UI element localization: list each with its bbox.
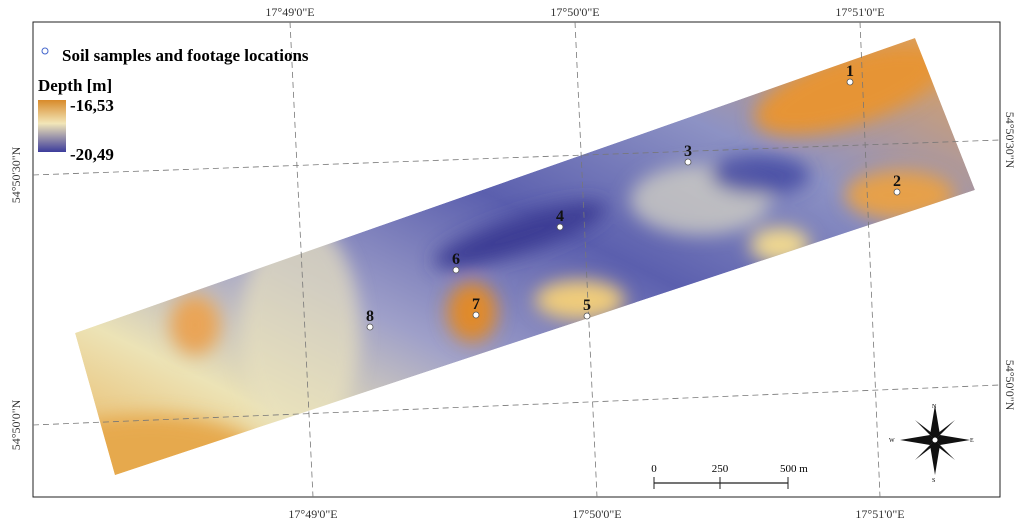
sample-label: 7	[472, 296, 480, 313]
compass-e: E	[970, 438, 974, 444]
coord-label-bottom: 17°51'0"E	[855, 507, 904, 521]
coord-label-top: 17°50'0"E	[550, 5, 599, 19]
coord-label-left: 54°50'0"N	[9, 399, 23, 450]
scale-label: 250	[712, 463, 729, 475]
compass-s: S	[932, 478, 935, 484]
sample-label: 4	[556, 208, 564, 225]
sample-label: 1	[846, 63, 854, 80]
sample-label: 5	[583, 297, 591, 314]
sample-label: 3	[684, 143, 692, 160]
coord-label-bottom: 17°50'0"E	[572, 507, 621, 521]
map: 17°49'0"E 17°50'0"E 17°51'0"E 17°49'0"E 17°5…	[0, 0, 1014, 523]
coord-label-top: 17°49'0"E	[265, 5, 314, 19]
sample-label: 6	[452, 251, 460, 268]
sample-label: 2	[893, 173, 901, 190]
coord-label-left: 54°50'30"N	[9, 146, 23, 203]
compass-n: N	[932, 404, 937, 410]
legend-colorbar	[38, 100, 66, 152]
sample-label: 8	[366, 308, 374, 325]
legend-depth-max: -16,53	[70, 96, 114, 115]
legend-depth-title: Depth [m]	[38, 76, 112, 95]
coord-label-bottom: 17°49'0"E	[288, 507, 337, 521]
compass-w: W	[889, 438, 895, 444]
coord-label-right: 54°50'30"N	[1003, 112, 1014, 169]
scale-label: 500 m	[780, 463, 808, 475]
legend-sample-icon	[42, 48, 48, 54]
coord-label-right: 54°50'0"N	[1003, 360, 1014, 411]
coord-label-top: 17°51'0"E	[835, 5, 884, 19]
legend-samples-label: Soil samples and footage locations	[62, 46, 309, 65]
scale-label: 0	[651, 463, 657, 475]
legend-depth-min: -20,49	[70, 145, 114, 164]
